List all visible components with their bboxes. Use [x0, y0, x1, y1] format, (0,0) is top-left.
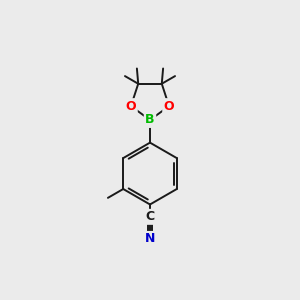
Text: C: C	[146, 210, 154, 223]
Text: O: O	[126, 100, 136, 112]
Text: B: B	[145, 113, 155, 127]
Text: N: N	[145, 232, 155, 245]
Text: O: O	[164, 100, 174, 112]
